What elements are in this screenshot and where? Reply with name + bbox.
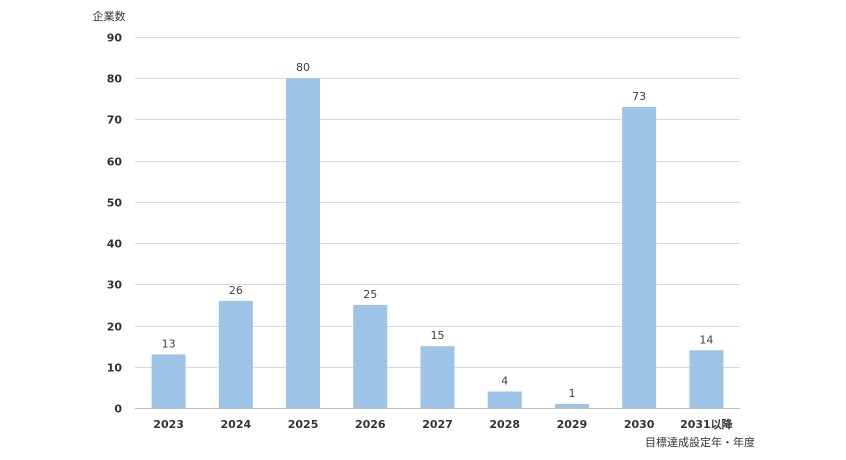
bar [151,354,186,408]
data-label: 25 [363,288,377,301]
data-label: 73 [632,90,646,103]
data-label: 4 [501,375,508,388]
x-tick-label: 2026 [355,418,386,431]
y-axis-ticks: 0 10 20 30 40 50 60 70 80 90 [107,32,123,416]
y-tick-label: 80 [107,73,123,86]
x-tick-label: 2028 [489,418,520,431]
x-tick-label: 2023 [153,418,184,431]
x-tick-label: 2027 [422,418,453,431]
bar [218,300,253,408]
y-tick-label: 90 [107,32,123,45]
y-tick-label: 50 [107,197,123,210]
y-axis-title: 企業数 [93,9,126,23]
y-tick-label: 70 [107,114,123,127]
y-tick-label: 60 [107,156,123,169]
x-tick-label: 2024 [221,418,252,431]
x-axis-ticks: 2023 2024 2025 2026 2027 2028 2029 2030 2031以降 [153,417,733,431]
x-tick-label: 2029 [557,418,588,431]
bar [420,346,455,408]
data-label: 1 [568,387,575,400]
data-label: 80 [296,61,310,74]
data-label: 14 [699,333,713,346]
data-labels: 13 26 80 25 15 4 1 73 14 [162,61,714,400]
y-tick-label: 40 [107,238,123,251]
data-label: 26 [229,284,243,297]
bar [554,403,589,408]
x-tick-label: 2025 [288,418,319,431]
data-label: 15 [431,329,445,342]
bars [151,78,724,409]
data-label: 13 [162,337,176,350]
x-axis-title: 目標達成設定年・年度 [645,435,755,449]
y-tick-label: 0 [114,403,122,416]
bar [286,78,321,408]
x-tick-label: 2030 [624,418,655,431]
bar [689,350,724,408]
bar [353,304,388,408]
y-tick-label: 30 [107,279,123,292]
y-tick-label: 10 [107,362,123,375]
y-tick-label: 20 [107,321,123,334]
bar [622,107,657,409]
x-tick-label: 2031以降 [680,417,734,431]
bar [487,391,522,408]
